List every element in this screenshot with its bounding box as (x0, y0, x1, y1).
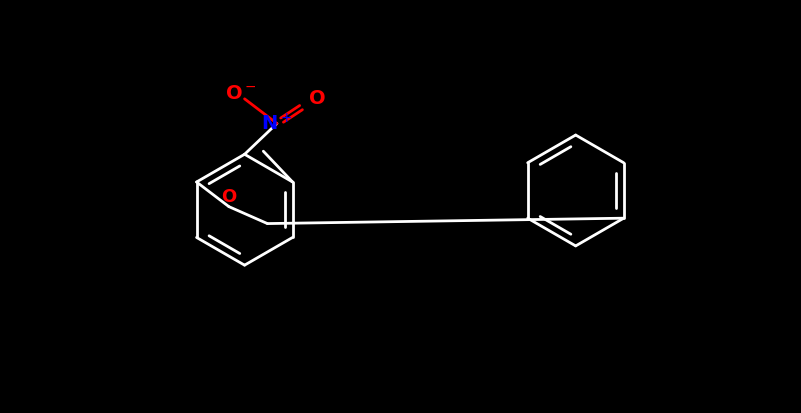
Text: N$^+$: N$^+$ (261, 113, 292, 134)
Text: O: O (309, 89, 326, 108)
Text: O: O (221, 188, 236, 206)
Text: O$^-$: O$^-$ (225, 84, 256, 103)
